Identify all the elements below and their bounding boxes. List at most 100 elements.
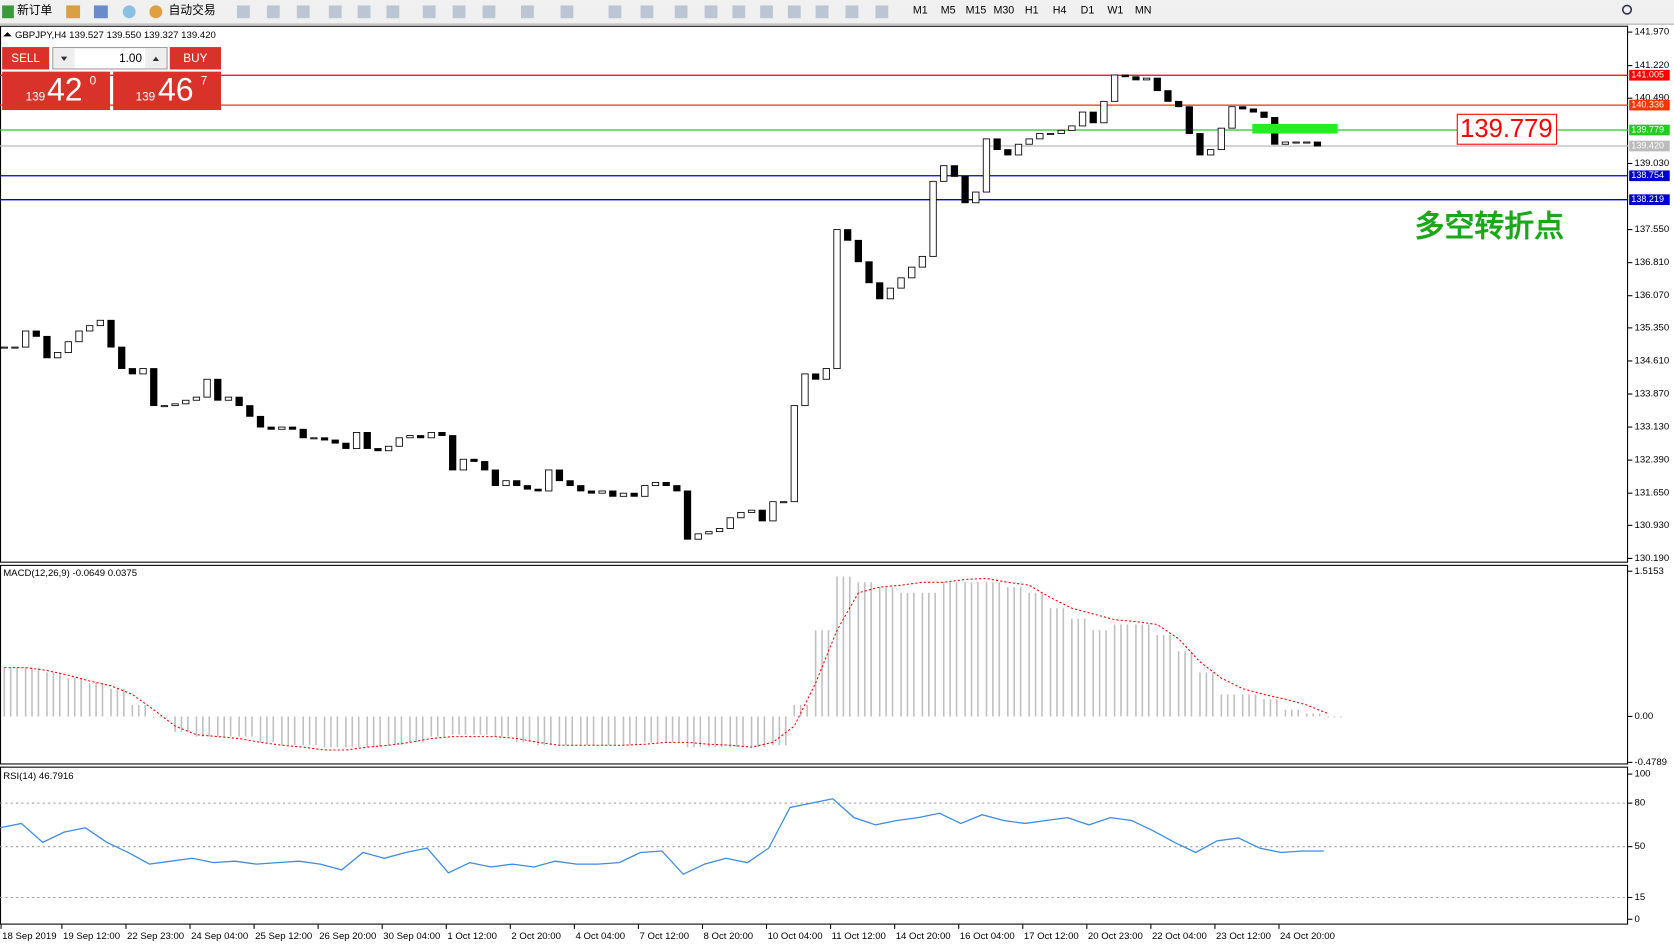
toolbar-icon[interactable] <box>845 5 859 19</box>
toolbar-icon[interactable] <box>66 5 81 19</box>
toolbar-icon[interactable] <box>93 5 108 19</box>
candle <box>566 480 574 487</box>
auto-trading-icon[interactable] <box>149 5 163 19</box>
candle <box>982 138 991 193</box>
toolbar-icon[interactable] <box>482 5 496 19</box>
x-tick-label: 26 Sep 20:00 <box>319 931 376 942</box>
toolbar-icon[interactable] <box>760 5 773 19</box>
x-tick-label: 22 Sep 23:00 <box>127 931 184 942</box>
level-tag-bg <box>1629 194 1670 206</box>
toolbar-icon[interactable] <box>560 5 574 19</box>
toolbar-icon[interactable] <box>520 5 534 19</box>
bid-box[interactable] <box>2 71 110 111</box>
x-tick-label: 16 Oct 04:00 <box>960 931 1015 942</box>
new-order-icon[interactable] <box>2 5 14 19</box>
candle <box>822 368 830 380</box>
candle <box>214 378 222 401</box>
x-tick-label: 17 Oct 12:00 <box>1024 931 1079 942</box>
buy-label[interactable]: BUY <box>183 52 207 65</box>
toolbar-icon[interactable] <box>422 5 436 19</box>
toolbar-icon[interactable] <box>266 5 280 19</box>
candle <box>374 448 382 452</box>
candle <box>160 405 169 408</box>
auto-trading-button[interactable]: 自动交易 <box>169 3 216 17</box>
candle <box>630 492 638 497</box>
candle <box>854 239 862 263</box>
candle <box>384 445 393 452</box>
sell-label[interactable]: SELL <box>11 52 40 65</box>
level-tag-bg <box>1629 99 1670 111</box>
candle <box>246 405 254 417</box>
y-tick-label: 133.130 <box>1634 422 1669 433</box>
candle <box>299 428 307 439</box>
macd-panel <box>0 564 1629 765</box>
candle <box>1292 141 1300 144</box>
candle <box>21 330 30 348</box>
candle <box>1121 74 1129 78</box>
lots-input[interactable] <box>52 47 168 70</box>
candle <box>363 431 371 449</box>
rsi-panel <box>0 766 1629 925</box>
annotation-price: 139.779 <box>1460 115 1553 143</box>
up-arrow <box>152 56 160 61</box>
lots-value[interactable]: 1.00 <box>119 52 142 65</box>
candle <box>758 509 766 522</box>
timeframe-button[interactable]: W1 <box>1107 5 1123 17</box>
candle <box>224 396 233 401</box>
level-tag: 140.336 <box>1631 99 1664 109</box>
toolbar-icon[interactable] <box>608 5 622 19</box>
annotation-box <box>1456 113 1558 145</box>
toolbar-icon[interactable] <box>237 5 250 19</box>
timeframe-button[interactable]: M5 <box>941 5 956 17</box>
candle <box>75 330 83 343</box>
candle <box>513 480 521 487</box>
candle <box>950 165 959 177</box>
new-order-button[interactable]: 新订单 <box>17 3 52 17</box>
candle <box>256 415 265 428</box>
toolbar-icon[interactable] <box>704 5 718 19</box>
timeframe-button[interactable]: M1 <box>913 5 928 17</box>
x-tick-label: 18 Sep 2019 <box>2 931 56 942</box>
toolbar-icon[interactable] <box>640 5 654 19</box>
collapse-arrow[interactable] <box>3 32 12 37</box>
candle <box>993 138 1001 151</box>
timeframe-button[interactable]: H4 <box>1053 5 1067 17</box>
candle <box>1100 100 1108 124</box>
candle <box>534 488 542 492</box>
search-icon[interactable] <box>1621 4 1633 15</box>
toolbar-icon[interactable] <box>296 5 310 19</box>
toolbar-icon[interactable] <box>452 5 466 19</box>
candle <box>523 485 532 490</box>
sell-button[interactable] <box>2 47 50 70</box>
toolbar-icon[interactable] <box>122 5 136 19</box>
toolbar-icon[interactable] <box>732 5 746 19</box>
toolbar-icon[interactable] <box>815 5 829 19</box>
toolbar-icon[interactable] <box>357 5 371 19</box>
toolbar-icon[interactable] <box>328 5 342 19</box>
candle <box>555 469 564 482</box>
candle <box>1249 108 1257 113</box>
candle <box>502 480 510 487</box>
candle <box>491 469 499 487</box>
toolbar-icon[interactable] <box>875 5 889 19</box>
candle <box>737 511 745 519</box>
ask-box[interactable] <box>113 71 221 111</box>
timeframe-button[interactable]: MN <box>1135 5 1152 17</box>
bid-sup: 0 <box>90 74 97 87</box>
toolbar-icon[interactable] <box>674 5 688 19</box>
candle <box>908 266 916 279</box>
x-tick-label: 20 Oct 23:00 <box>1088 931 1143 942</box>
timeframe-button[interactable]: D1 <box>1081 5 1095 17</box>
bid-main: 42 <box>47 71 83 107</box>
timeframe-button[interactable]: M30 <box>993 5 1014 17</box>
buy-button[interactable] <box>169 47 221 70</box>
toolbar-icon[interactable] <box>787 5 801 19</box>
candle <box>876 282 884 300</box>
candle <box>1068 125 1076 131</box>
timeframe-button[interactable]: M15 <box>966 5 987 17</box>
timeframe-button[interactable]: H1 <box>1025 5 1039 17</box>
candle <box>352 431 361 449</box>
toolbar-icon[interactable] <box>386 5 400 19</box>
candle <box>192 396 201 401</box>
